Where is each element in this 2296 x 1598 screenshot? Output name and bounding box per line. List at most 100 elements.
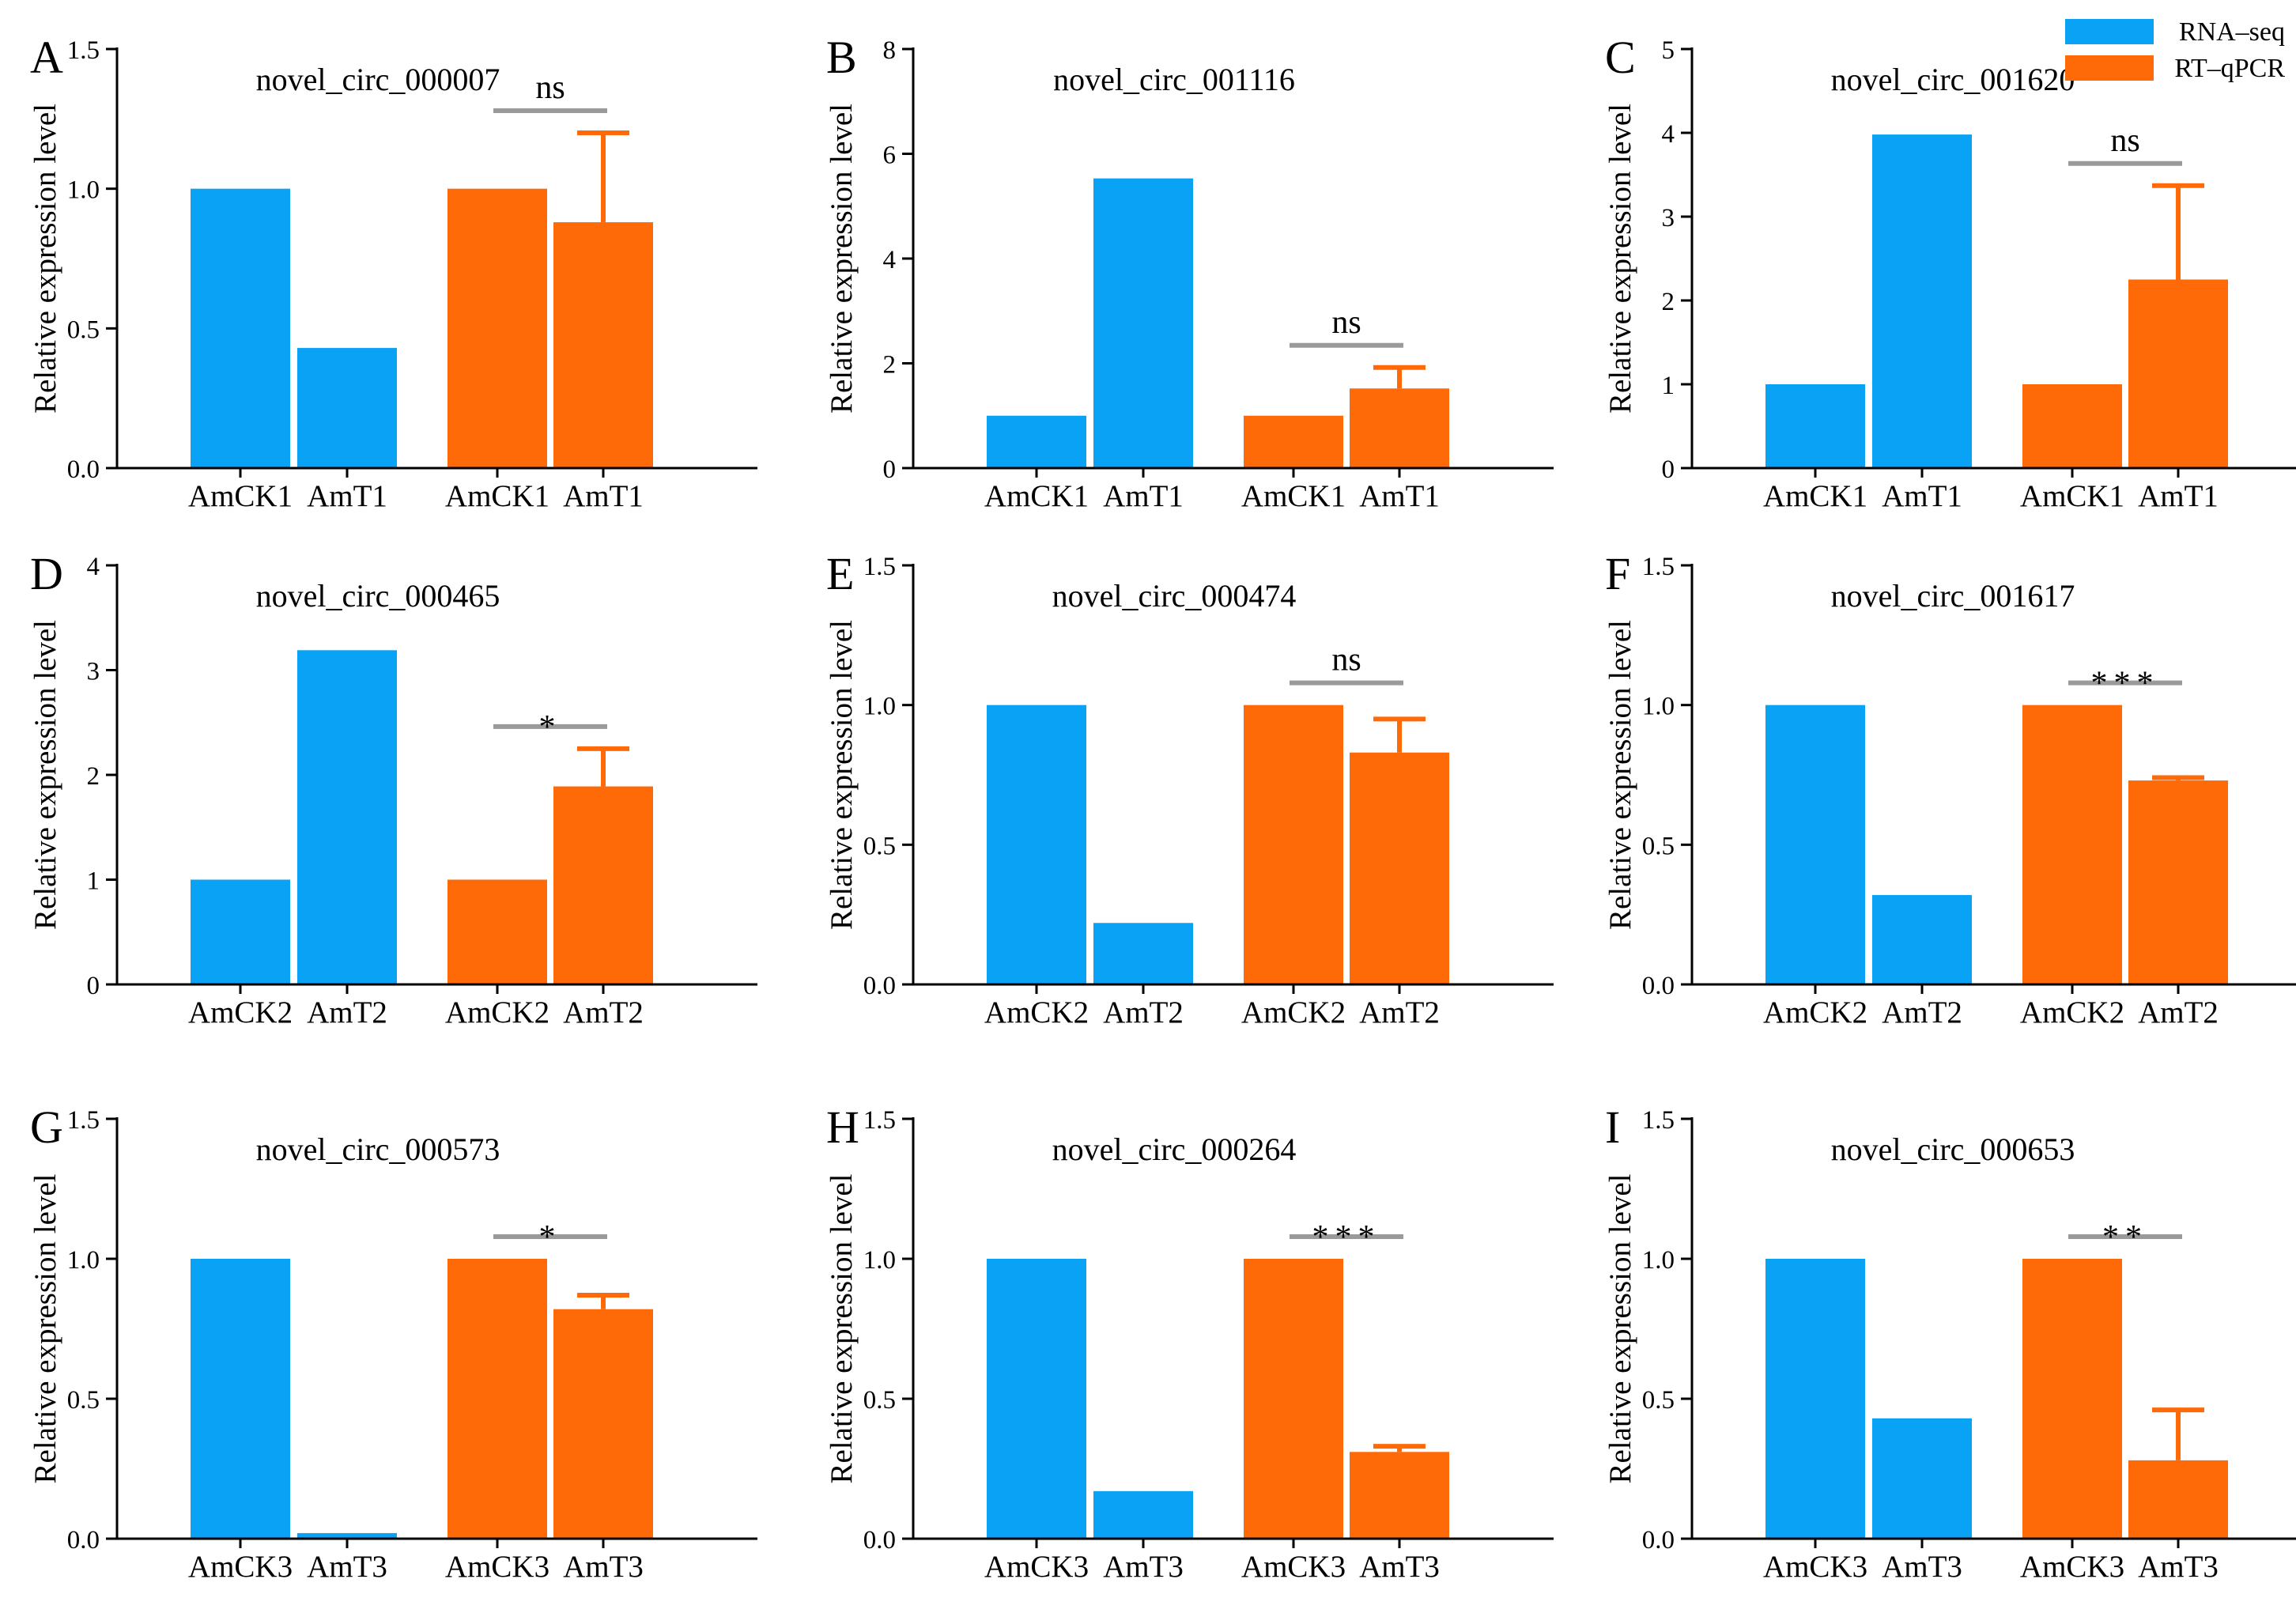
rna-seq-bar-treatment [1093,1490,1193,1539]
y-tick-label: 1.5 [67,36,100,65]
rt-qpcr-bar-treatment [553,786,653,984]
x-tick-label: AmT1 [1882,479,1962,513]
rna-seq-bar-control [987,415,1086,468]
panel-title: novel_circ_000007 [256,62,500,97]
y-tick-label: 0 [87,972,100,1000]
rt-qpcr-bar-treatment [2128,279,2228,468]
x-tick-label: AmCK3 [1763,1550,1867,1584]
rna-seq-bar-control [1765,384,1865,468]
x-tick-label: AmT3 [307,1550,387,1584]
y-tick-label: 1.0 [1642,1246,1675,1275]
legend: RNA–seq RT–qPCR [2065,17,2285,83]
y-tick-label: 0.0 [67,1526,100,1555]
x-tick-label: AmT1 [1103,479,1184,513]
x-tick-label: AmCK1 [1241,479,1346,513]
panel-title: novel_circ_000474 [1052,578,1297,614]
y-tick-label: 0 [1662,455,1675,484]
panel-title: novel_circ_001620 [1831,62,2075,97]
x-tick-label: AmT3 [2138,1550,2219,1584]
rna-seq-bar-control [191,879,290,984]
legend-label: RNA–seq [2179,17,2285,47]
panel-letter: H [826,1101,859,1153]
panel-letter: I [1605,1101,1620,1153]
significance-label: ns [2110,123,2139,159]
panel-title: novel_circ_000465 [256,578,500,614]
x-tick-label: AmCK1 [188,479,293,513]
y-tick-label: 0.0 [67,455,100,484]
rna-seq-bar-treatment [1093,178,1193,468]
x-tick-label: AmCK3 [2020,1550,2124,1584]
y-tick-label: 0.5 [1642,832,1675,860]
y-tick-label: 3 [87,658,100,686]
rna-seq-bar-control [191,188,290,468]
rna-seq-bar-treatment [297,1532,397,1539]
rna-seq-bar-control [987,705,1086,984]
y-tick-label: 0.0 [1642,1526,1675,1555]
y-axis-label: Relative expression level [28,620,62,930]
rt-qpcr-bar-control [2022,705,2122,984]
rt-qpcr-bar-treatment [553,1309,653,1539]
y-tick-label: 1.5 [1642,1106,1675,1135]
y-tick-label: 0.5 [863,832,896,860]
x-tick-label: AmT3 [1882,1550,1962,1584]
significance-label: ns [1331,304,1361,341]
x-tick-label: AmCK1 [1763,479,1867,513]
x-tick-label: AmT2 [1103,995,1184,1029]
y-tick-label: 1 [87,867,100,896]
x-tick-label: AmCK2 [2020,995,2124,1029]
x-tick-label: AmCK2 [188,995,293,1029]
x-tick-label: AmCK2 [445,995,549,1029]
x-tick-label: AmT2 [307,995,387,1029]
panel-title: novel_circ_000573 [256,1131,500,1167]
y-tick-label: 1.0 [67,176,100,205]
x-tick-label: AmCK1 [445,479,549,513]
y-tick-label: 1.0 [863,1246,896,1275]
y-tick-label: 0.0 [863,1526,896,1555]
panel-letter: A [30,32,63,83]
rna-seq-bar-control [1765,705,1865,984]
legend-label: RT–qPCR [2174,54,2285,83]
y-tick-label: 1.0 [1642,693,1675,721]
panel-letter: G [30,1101,63,1153]
rna-seq-bar-control [1765,1259,1865,1539]
y-tick-label: 4 [1662,120,1675,149]
rna-seq-bar-treatment [1872,1418,1972,1539]
panel-letter: C [1605,32,1636,83]
y-tick-label: 8 [883,36,897,65]
panel-title: novel_circ_001617 [1831,578,2075,614]
x-tick-label: AmCK2 [1763,995,1867,1029]
y-tick-label: 0.5 [863,1386,896,1415]
y-tick-label: 1.5 [67,1106,100,1135]
x-tick-label: AmT2 [563,995,644,1029]
rt-qpcr-bar-control [447,1259,547,1539]
y-axis-label: Relative expression level [28,104,62,414]
panel-letter: F [1605,548,1630,599]
y-axis-label: Relative expression level [1603,1173,1637,1483]
rt-qpcr-bar-treatment [1350,1452,1449,1539]
rt-qpcr-bar-control [1244,415,1343,468]
rna-seq-bar-treatment [1093,923,1193,984]
rt-qpcr-bar-control [1244,1259,1343,1539]
y-axis-label: Relative expression level [1603,620,1637,930]
x-tick-label: AmCK2 [984,995,1089,1029]
significance-label: * [539,709,562,746]
rna-seq-bar-treatment [1872,134,1972,468]
y-tick-label: 1 [1662,372,1675,400]
y-tick-label: 1.0 [863,693,896,721]
legend-swatch [2065,55,2154,81]
rna-seq-bar-treatment [297,650,397,984]
panel-title: novel_circ_000653 [1831,1131,2075,1167]
y-tick-label: 0.0 [1642,972,1675,1000]
x-tick-label: AmT1 [563,479,644,513]
rt-qpcr-bar-treatment [1350,752,1449,984]
panel-letter: D [30,548,63,599]
x-tick-label: AmCK3 [188,1550,293,1584]
